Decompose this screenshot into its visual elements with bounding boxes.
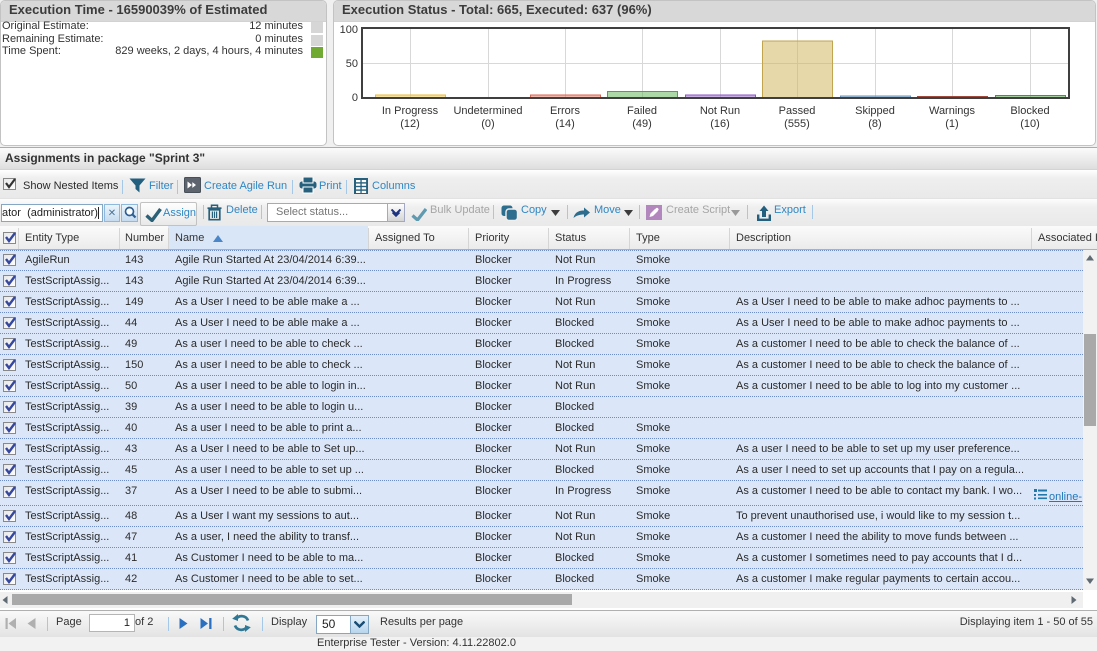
svg-text:0: 0 xyxy=(352,92,358,104)
svg-text:50: 50 xyxy=(346,58,358,70)
svg-text:(10): (10) xyxy=(1020,118,1040,130)
svg-text:Errors: Errors xyxy=(550,105,580,117)
svg-text:In Progress: In Progress xyxy=(382,105,439,117)
svg-text:Failed: Failed xyxy=(627,105,657,117)
svg-text:(555): (555) xyxy=(784,118,810,130)
svg-text:(12): (12) xyxy=(400,118,420,130)
svg-text:100: 100 xyxy=(340,24,358,36)
svg-text:(14): (14) xyxy=(555,118,575,130)
svg-text:Not Run: Not Run xyxy=(700,105,740,117)
svg-text:Warnings: Warnings xyxy=(929,105,976,117)
svg-text:(1): (1) xyxy=(945,118,958,130)
svg-text:(49): (49) xyxy=(632,118,652,130)
svg-text:Undetermined: Undetermined xyxy=(453,105,522,117)
svg-text:(0): (0) xyxy=(481,118,494,130)
svg-text:Passed: Passed xyxy=(779,105,816,117)
svg-text:Blocked: Blocked xyxy=(1010,105,1049,117)
svg-text:Skipped: Skipped xyxy=(855,105,895,117)
svg-text:(8): (8) xyxy=(868,118,881,130)
svg-text:(16): (16) xyxy=(710,118,730,130)
